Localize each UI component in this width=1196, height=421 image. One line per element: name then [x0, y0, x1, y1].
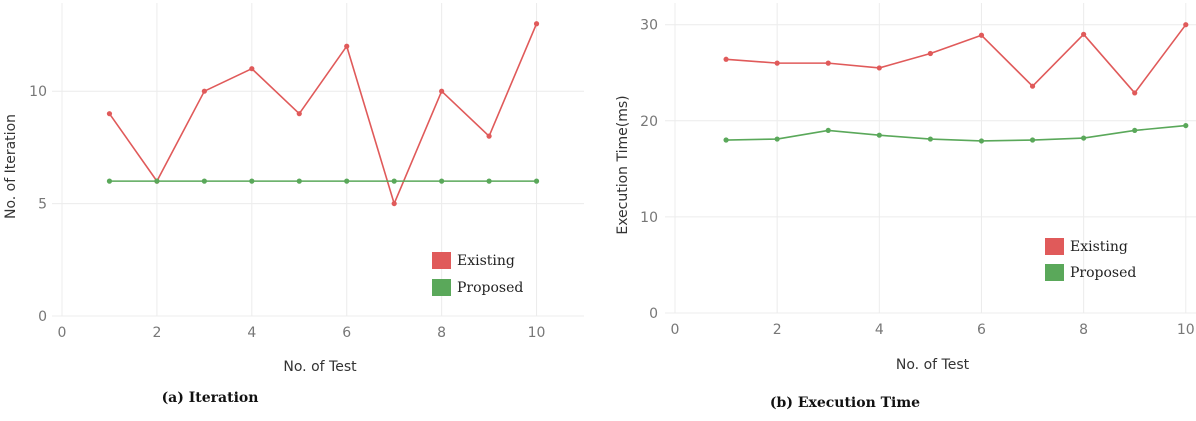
x-axis-title: No. of Test [896, 357, 970, 373]
data-point-existing [774, 60, 780, 66]
series-line-existing [108, 23, 538, 205]
y-tick-label: 20 [640, 114, 658, 130]
panel-caption: (b) Execution Time [770, 395, 920, 411]
data-point-existing [391, 200, 397, 207]
data-point-proposed [439, 178, 445, 184]
data-point-proposed [876, 132, 882, 138]
data-point-existing [533, 21, 540, 27]
series-line-existing [726, 24, 1187, 94]
data-point-proposed [106, 178, 113, 184]
x-tick-label: 4 [247, 325, 256, 341]
data-point-proposed [927, 136, 933, 142]
data-point-existing [486, 133, 492, 139]
y-axis-title: Execution Time(ms) [615, 95, 631, 234]
legend-swatch-proposed [1045, 264, 1064, 281]
y-tick-label: 5 [38, 197, 47, 213]
x-tick-label: 10 [528, 325, 546, 341]
y-axis-title: No. of Iteration [3, 114, 19, 219]
legend-label-existing: Existing [1070, 239, 1128, 255]
data-point-proposed [296, 178, 302, 184]
x-tick-label: 0 [671, 322, 680, 338]
legend-label-existing: Existing [457, 253, 515, 269]
legend-swatch-existing [1045, 238, 1064, 255]
x-tick-label: 4 [875, 322, 884, 338]
data-point-existing [978, 32, 985, 38]
data-point-proposed [344, 178, 350, 184]
data-point-proposed [1029, 137, 1036, 143]
data-point-proposed [1132, 127, 1138, 134]
x-tick-label: 10 [1177, 322, 1195, 338]
x-axis-title: No. of Test [283, 359, 357, 375]
data-point-existing [876, 65, 882, 71]
data-point-existing [723, 56, 729, 62]
x-tick-label: 2 [773, 322, 782, 338]
data-point-proposed [825, 127, 831, 134]
data-point-existing [1183, 22, 1189, 28]
x-tick-label: 6 [342, 325, 351, 341]
data-point-proposed [1183, 122, 1189, 129]
data-point-proposed [1081, 135, 1087, 141]
data-point-proposed [249, 178, 255, 184]
x-tick-label: 8 [1079, 322, 1088, 338]
data-point-existing [201, 88, 207, 94]
data-point-proposed [723, 137, 729, 143]
x-tick-label: 8 [437, 325, 446, 341]
data-point-existing [106, 111, 113, 117]
data-point-proposed [978, 138, 985, 144]
chart-iteration: 0 2 4 6 8 10 0 5 10 No. of Test No. of Iteration Ex… [3, 3, 584, 406]
data-point-existing [344, 43, 350, 49]
x-tick-label: 0 [58, 325, 67, 341]
y-tick-label: 0 [649, 306, 658, 322]
data-point-existing [1132, 90, 1138, 96]
legend-label-proposed: Proposed [457, 280, 523, 296]
legend-label-proposed: Proposed [1070, 265, 1136, 281]
y-tick-label: 0 [38, 309, 47, 325]
panel-caption: (a) Iteration [162, 390, 259, 406]
data-point-proposed [154, 178, 160, 184]
data-point-existing [1029, 83, 1036, 89]
x-tick-label: 6 [977, 322, 986, 338]
series-line-proposed [726, 124, 1186, 142]
data-point-existing [825, 60, 831, 66]
data-point-proposed [774, 136, 780, 142]
data-point-existing [439, 88, 445, 94]
legend-swatch-existing [432, 252, 451, 269]
data-point-existing [1081, 31, 1087, 37]
data-point-proposed [486, 178, 492, 184]
data-point-proposed [201, 178, 207, 184]
y-tick-label: 10 [29, 84, 47, 100]
x-tick-label: 2 [152, 325, 161, 341]
data-point-existing [296, 111, 302, 117]
y-tick-label: 30 [640, 18, 658, 34]
legend-swatch-proposed [432, 279, 451, 296]
y-tick-label: 10 [640, 210, 658, 226]
data-point-proposed [391, 178, 397, 184]
data-point-existing [249, 66, 255, 72]
chart-execution-time: 0 2 4 6 8 10 0 10 20 30 No. of Test Execution Time(… [615, 3, 1196, 411]
data-point-proposed [533, 178, 540, 184]
data-point-existing [927, 50, 933, 57]
